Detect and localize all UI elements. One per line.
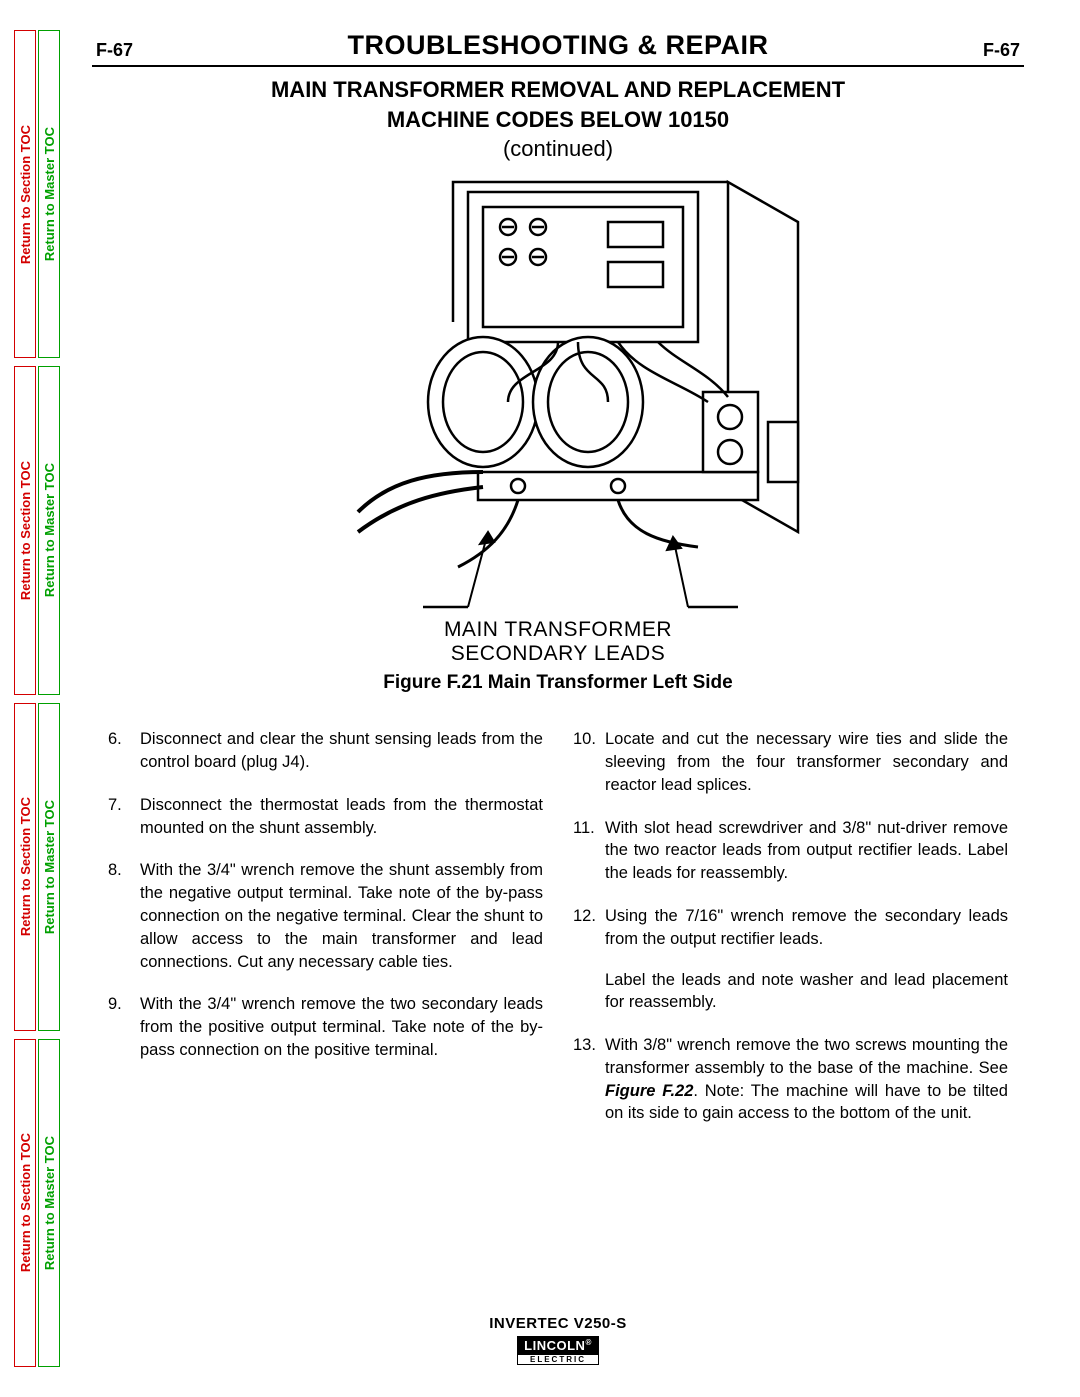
page-content: F-67 TROUBLESHOOTING & REPAIR F-67 MAIN … [92,30,1024,1367]
logo-brand: LINCOLN® [517,1336,599,1355]
figure-callout: MAIN TRANSFORMER SECONDARY LEADS [92,618,1024,666]
step-item: 8.With the 3/4" wrench remove the shunt … [108,859,543,973]
step-number: 13. [573,1034,605,1125]
page-code-right: F-67 [983,40,1020,61]
return-section-toc-link[interactable]: Return to Section TOC [14,366,36,694]
callout-line: SECONDARY LEADS [451,642,665,665]
step-item: 6.Disconnect and clear the shunt sensing… [108,728,543,774]
instruction-columns: 6.Disconnect and clear the shunt sensing… [92,728,1024,1145]
tab-label: Return to Master TOC [42,800,57,934]
procedure-heading: MAIN TRANSFORMER REMOVAL AND REPLACEMENT… [92,75,1024,134]
figure-caption: Figure F.21 Main Transformer Left Side [92,672,1024,694]
header-rule [92,65,1024,67]
step-number: 12. [573,905,605,1014]
section-toc-column: Return to Section TOC Return to Section … [14,30,36,1367]
master-toc-column: Return to Master TOC Return to Master TO… [38,30,60,1367]
tab-label: Return to Section TOC [18,125,33,264]
page-header: F-67 TROUBLESHOOTING & REPAIR F-67 [92,30,1024,61]
step-text: Locate and cut the necessary wire ties a… [605,728,1008,796]
tab-label: Return to Master TOC [42,1136,57,1270]
tab-label: Return to Section TOC [18,1133,33,1272]
figure-block: MAIN TRANSFORMER SECONDARY LEADS Figure … [92,172,1024,694]
step-text: Disconnect the thermostat leads from the… [140,794,543,840]
step-text: With the 3/4" wrench remove the shunt as… [140,859,543,973]
step-number: 9. [108,993,140,1061]
page-code-left: F-67 [96,40,133,61]
step-text: Using the 7/16" wrench remove the second… [605,905,1008,1014]
step-item: 11.With slot head screwdriver and 3/8" n… [573,817,1008,885]
return-master-toc-link[interactable]: Return to Master TOC [38,703,60,1031]
step-item: 9.With the 3/4" wrench remove the two se… [108,993,543,1061]
heading-line: MACHINE CODES BELOW 10150 [92,105,1024,135]
step-number: 8. [108,859,140,973]
section-title: TROUBLESHOOTING & REPAIR [347,30,768,61]
return-section-toc-link[interactable]: Return to Section TOC [14,1039,36,1367]
step-item: 10.Locate and cut the necessary wire tie… [573,728,1008,796]
step-text: With 3/8" wrench remove the two screws m… [605,1034,1008,1125]
step-number: 11. [573,817,605,885]
return-section-toc-link[interactable]: Return to Section TOC [14,30,36,358]
step-item: 7.Disconnect the thermostat leads from t… [108,794,543,840]
step-text: With the 3/4" wrench remove the two seco… [140,993,543,1061]
return-master-toc-link[interactable]: Return to Master TOC [38,1039,60,1367]
left-column: 6.Disconnect and clear the shunt sensing… [108,728,543,1145]
step-number: 7. [108,794,140,840]
return-master-toc-link[interactable]: Return to Master TOC [38,366,60,694]
tab-label: Return to Section TOC [18,797,33,936]
return-master-toc-link[interactable]: Return to Master TOC [38,30,60,358]
tab-label: Return to Section TOC [18,461,33,600]
tab-label: Return to Master TOC [42,127,57,261]
step-number: 10. [573,728,605,796]
return-section-toc-link[interactable]: Return to Section TOC [14,703,36,1031]
page-footer: INVERTEC V250-S LINCOLN® ELECTRIC [92,1315,1024,1367]
transformer-diagram [258,172,858,612]
lincoln-logo: LINCOLN® ELECTRIC [517,1336,599,1365]
tab-label: Return to Master TOC [42,463,57,597]
heading-line: MAIN TRANSFORMER REMOVAL AND REPLACEMENT [92,75,1024,105]
step-text: With slot head screwdriver and 3/8" nut-… [605,817,1008,885]
callout-line: MAIN TRANSFORMER [444,618,672,641]
side-nav-tabs: Return to Section TOC Return to Section … [14,30,60,1367]
right-column: 10.Locate and cut the necessary wire tie… [573,728,1008,1145]
continued-label: (continued) [92,136,1024,162]
step-item: 13.With 3/8" wrench remove the two screw… [573,1034,1008,1125]
model-number: INVERTEC V250-S [92,1315,1024,1332]
step-text: Disconnect and clear the shunt sensing l… [140,728,543,774]
step-number: 6. [108,728,140,774]
figure-reference: Figure F.22 [605,1082,693,1100]
step-item: 12.Using the 7/16" wrench remove the sec… [573,905,1008,1014]
logo-subbrand: ELECTRIC [517,1355,599,1365]
